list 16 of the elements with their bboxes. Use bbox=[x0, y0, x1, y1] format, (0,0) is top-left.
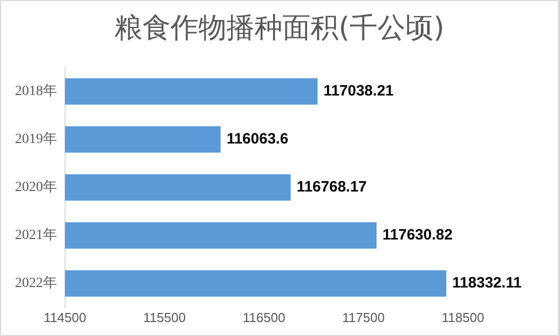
x-tick-label: 117500 bbox=[342, 310, 385, 325]
x-tick-label: 116500 bbox=[242, 310, 286, 325]
y-tick-label: 2020年 bbox=[15, 179, 57, 196]
y-tick-label: 2018年 bbox=[15, 83, 57, 100]
data-label: 116063.6 bbox=[226, 130, 288, 148]
x-tick-label: 115500 bbox=[143, 310, 186, 325]
x-tick-label: 118500 bbox=[442, 310, 484, 325]
chart-title: 粮食作物播种面积(千公顷) bbox=[114, 10, 446, 46]
data-label: 116768.17 bbox=[296, 178, 367, 196]
y-tick-label: 2019年 bbox=[15, 131, 57, 148]
data-label: 117630.82 bbox=[382, 226, 453, 244]
y-tick-label: 2022年 bbox=[15, 275, 57, 292]
data-label: 118332.11 bbox=[452, 274, 522, 292]
y-tick-label: 2021年 bbox=[15, 227, 57, 244]
data-label: 117038.21 bbox=[324, 82, 394, 100]
x-tick-label: 114500 bbox=[44, 310, 86, 325]
